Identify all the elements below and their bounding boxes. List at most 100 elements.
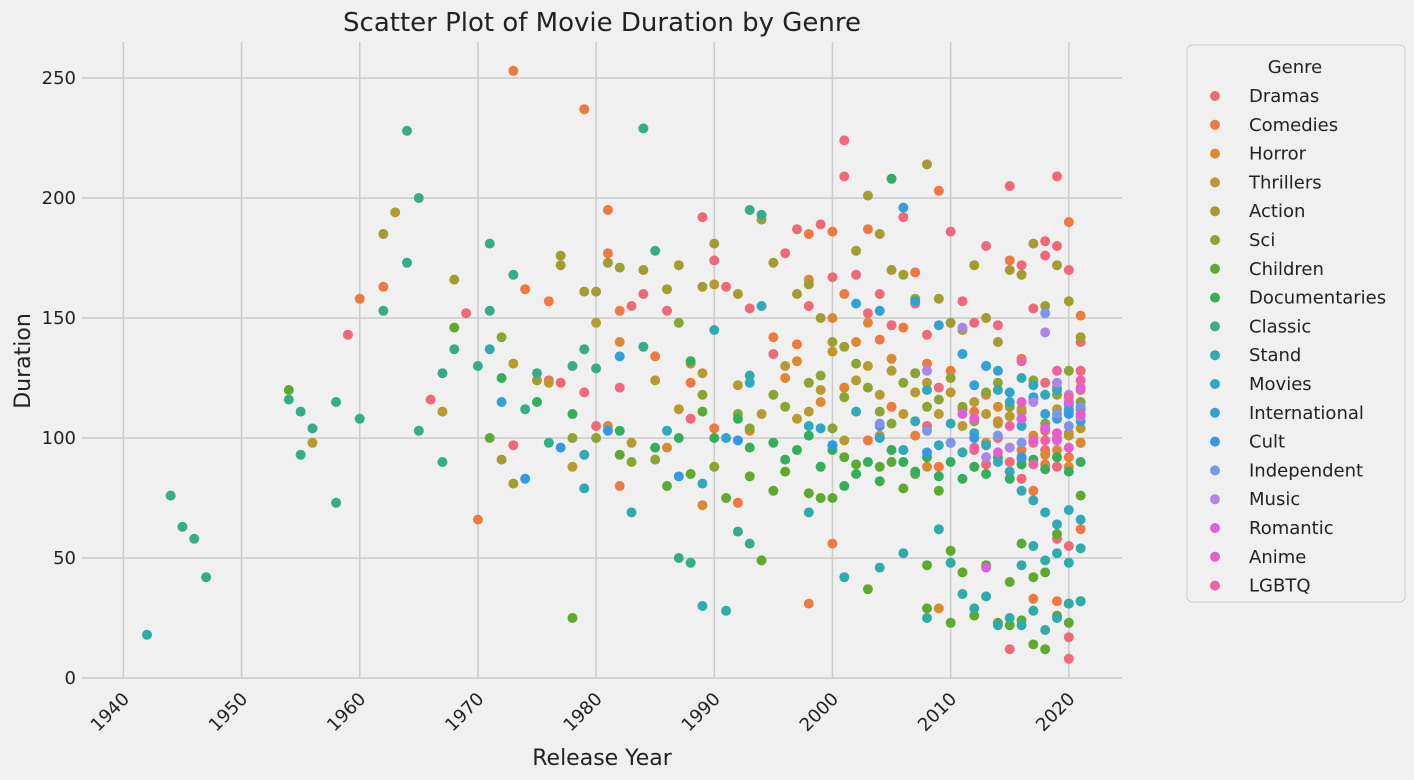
data-point [969,461,980,472]
data-point [709,279,720,290]
data-point [874,229,885,239]
data-point [1040,308,1051,319]
data-point [815,313,826,323]
data-point [981,361,992,371]
data-point [851,469,862,479]
data-point [933,409,944,419]
data-point [839,435,850,446]
data-point [638,123,649,134]
legend-label: Children [1249,259,1324,280]
data-point [697,212,708,223]
data-point [815,461,826,472]
data-point [1004,644,1015,655]
data-point [862,435,873,446]
legend-marker [1210,119,1220,130]
data-point [756,555,767,566]
data-point [1004,613,1015,623]
data-point [792,356,802,367]
data-point [1063,598,1074,609]
data-point [957,296,968,307]
data-point [992,365,1003,376]
data-point [697,389,708,400]
data-point [992,377,1003,388]
data-point [827,538,838,549]
data-point [614,481,625,491]
data-point [862,224,873,235]
data-point [1075,490,1086,501]
data-point [1004,457,1015,467]
data-point [579,387,590,398]
data-point [520,284,531,295]
legend-marker [1210,177,1220,188]
data-point [992,418,1003,429]
series-anime [969,397,1086,458]
data-point [1040,409,1051,419]
data-point [756,209,767,220]
data-point [685,469,696,479]
data-point [768,437,779,448]
grid-lines [82,42,1122,679]
data-point [1028,605,1039,616]
data-point [697,368,708,379]
data-point [851,337,862,347]
data-point [1040,236,1051,247]
data-point [957,322,968,333]
data-point [992,457,1003,467]
data-point [1004,397,1015,407]
data-point [922,385,932,395]
data-point [792,289,802,299]
data-point [792,339,802,350]
data-point [673,553,684,563]
data-point [910,430,921,441]
data-point [874,461,885,472]
data-point [992,430,1003,441]
data-point [815,219,826,230]
legend-label: International [1249,403,1364,424]
data-point [1063,653,1074,664]
data-point [792,445,802,455]
data-point [295,449,306,460]
legend-marker [1210,148,1220,159]
data-point [1052,385,1062,395]
data-point [1004,265,1015,275]
data-point [780,466,791,477]
data-point [922,159,932,170]
data-point [1063,365,1074,376]
data-point [803,377,814,388]
data-point [922,401,932,412]
data-point [1028,572,1039,583]
data-point [697,406,708,417]
data-point [969,413,980,424]
data-point [1016,397,1027,407]
data-point [1075,401,1086,412]
data-point [673,260,684,271]
data-point [945,437,956,448]
data-point [591,421,602,431]
data-point [981,459,992,470]
data-point [662,425,672,436]
data-point [1028,593,1039,604]
data-point [910,368,921,379]
data-point [685,413,696,424]
data-point [1016,620,1027,631]
data-point [189,533,200,544]
data-point [827,346,838,357]
data-point [555,260,566,271]
series-lgbtq [969,356,1086,470]
y-tick-label: 0 [65,668,76,689]
data-point [1028,495,1039,506]
data-point [945,418,956,429]
x-axis-label: Release Year [532,746,672,771]
data-point [662,442,672,453]
data-point [1063,557,1074,568]
data-point [484,305,495,316]
data-point [922,425,932,436]
data-point [1075,382,1086,393]
data-point [626,301,637,311]
data-point [614,305,625,316]
data-point [508,440,519,451]
data-point [673,471,684,482]
data-point [839,392,850,403]
data-point [1052,452,1062,463]
data-point [1075,310,1086,321]
